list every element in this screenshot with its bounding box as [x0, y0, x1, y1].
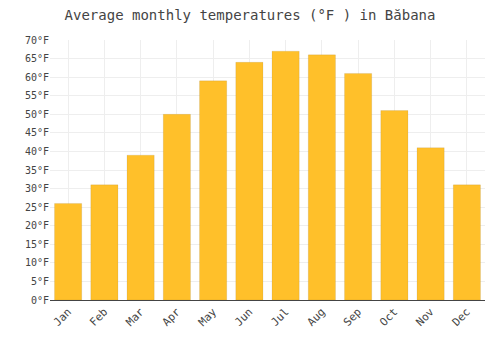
svg-text:Apr: Apr: [160, 305, 184, 329]
svg-text:65°F: 65°F: [25, 53, 49, 64]
svg-text:40°F: 40°F: [25, 146, 49, 157]
svg-text:15°F: 15°F: [25, 239, 49, 250]
svg-text:Mar: Mar: [123, 305, 147, 329]
svg-text:May: May: [196, 305, 220, 329]
svg-text:55°F: 55°F: [25, 90, 49, 101]
svg-text:0°F: 0°F: [31, 295, 49, 306]
svg-text:Jan: Jan: [51, 306, 74, 329]
svg-text:Aug: Aug: [305, 306, 328, 329]
svg-text:Feb: Feb: [87, 306, 110, 329]
svg-text:35°F: 35°F: [25, 165, 49, 176]
svg-text:20°F: 20°F: [25, 220, 49, 231]
svg-text:30°F: 30°F: [25, 183, 49, 194]
svg-text:Nov: Nov: [413, 305, 437, 329]
svg-text:45°F: 45°F: [25, 127, 49, 138]
svg-text:Average monthly temperatures (: Average monthly temperatures (°F ) in Bă…: [65, 7, 436, 23]
svg-text:Jul: Jul: [268, 306, 291, 329]
svg-text:50°F: 50°F: [25, 109, 49, 120]
svg-text:70°F: 70°F: [25, 35, 49, 46]
svg-text:Oct: Oct: [377, 306, 400, 329]
svg-text:25°F: 25°F: [25, 202, 49, 213]
svg-text:Dec: Dec: [450, 306, 473, 329]
svg-text:Jun: Jun: [232, 306, 255, 329]
svg-text:60°F: 60°F: [25, 72, 49, 83]
svg-text:Sep: Sep: [341, 306, 364, 329]
svg-text:5°F: 5°F: [31, 276, 49, 287]
svg-text:10°F: 10°F: [25, 257, 49, 268]
